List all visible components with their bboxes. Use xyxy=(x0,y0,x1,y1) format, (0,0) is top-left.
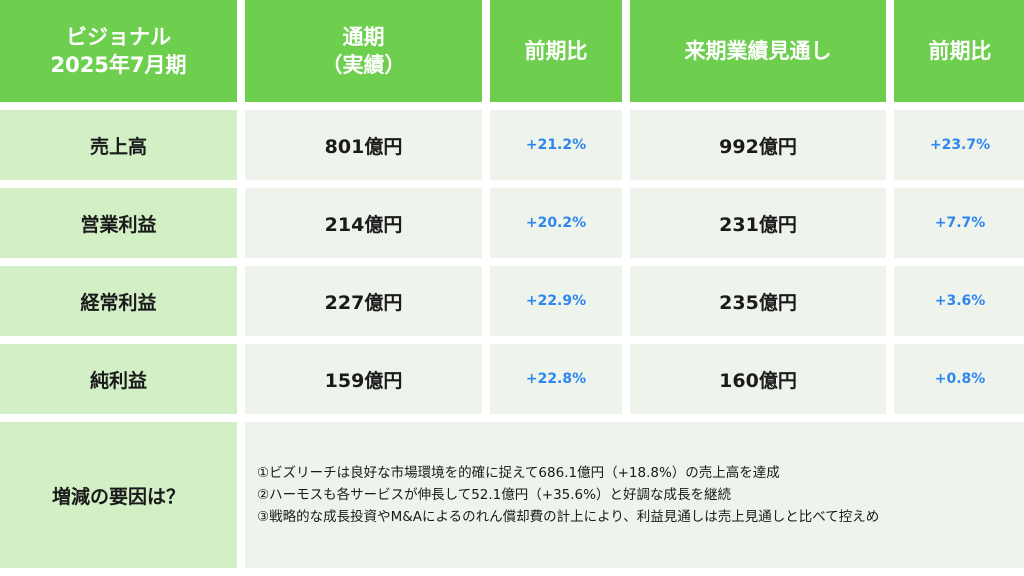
row-label-net-income: 純利益 xyxy=(0,344,237,414)
factors-label: 増減の要因は？ xyxy=(0,422,237,568)
net-income-forecast-yoy: +0.8% xyxy=(894,344,1024,414)
header-actual-label: （実績） xyxy=(321,53,406,77)
operating-profit-actual-yoy: +20.2% xyxy=(490,188,622,258)
row-label-revenue: 売上高 xyxy=(0,110,237,180)
revenue-forecast: 992億円 xyxy=(630,110,886,180)
row-label-ordinary-profit: 経常利益 xyxy=(0,266,237,336)
ordinary-profit-forecast-yoy: +3.6% xyxy=(894,266,1024,336)
header-yoy-actual: 前期比 xyxy=(490,0,622,102)
revenue-actual: 801億円 xyxy=(245,110,482,180)
row-label-operating-profit: 営業利益 xyxy=(0,188,237,258)
header-forecast: 来期業績見通し xyxy=(630,0,886,102)
header-full-year: 通期 （実績） xyxy=(245,0,482,102)
factor-item: ①ビズリーチは良好な市場環境を的確に捉えて686.1億円（+18.8%）の売上高… xyxy=(257,464,780,481)
header-period: ビジョナル 2025年7月期 xyxy=(0,0,237,102)
net-income-actual-yoy: +22.8% xyxy=(490,344,622,414)
revenue-forecast-yoy: +23.7% xyxy=(894,110,1024,180)
factors-list: ①ビズリーチは良好な市場環境を的確に捉えて686.1億円（+18.8%）の売上高… xyxy=(257,462,879,529)
net-income-actual: 159億円 xyxy=(245,344,482,414)
ordinary-profit-actual-yoy: +22.9% xyxy=(490,266,622,336)
header-company: ビジョナル xyxy=(66,24,171,49)
factor-item: ③戦略的な成長投資やM&Aによるのれん償却費の計上により、利益見通しは売上見通し… xyxy=(257,509,880,526)
factors-notes: ①ビズリーチは良好な市場環境を的確に捉えて686.1億円（+18.8%）の売上高… xyxy=(245,422,1024,568)
operating-profit-forecast: 231億円 xyxy=(630,188,886,258)
net-income-forecast: 160億円 xyxy=(630,344,886,414)
revenue-actual-yoy: +21.2% xyxy=(490,110,622,180)
operating-profit-actual: 214億円 xyxy=(245,188,482,258)
ordinary-profit-actual: 227億円 xyxy=(245,266,482,336)
ordinary-profit-forecast: 235億円 xyxy=(630,266,886,336)
operating-profit-forecast-yoy: +7.7% xyxy=(894,188,1024,258)
factor-item: ②ハーモスも各サービスが伸長して52.1億円（+35.6%）と好調な成長を継続 xyxy=(257,486,731,503)
header-yoy-forecast: 前期比 xyxy=(894,0,1024,102)
header-fiscal-period: 2025年7月期 xyxy=(50,53,187,77)
header-full-year-label: 通期 xyxy=(342,24,385,49)
